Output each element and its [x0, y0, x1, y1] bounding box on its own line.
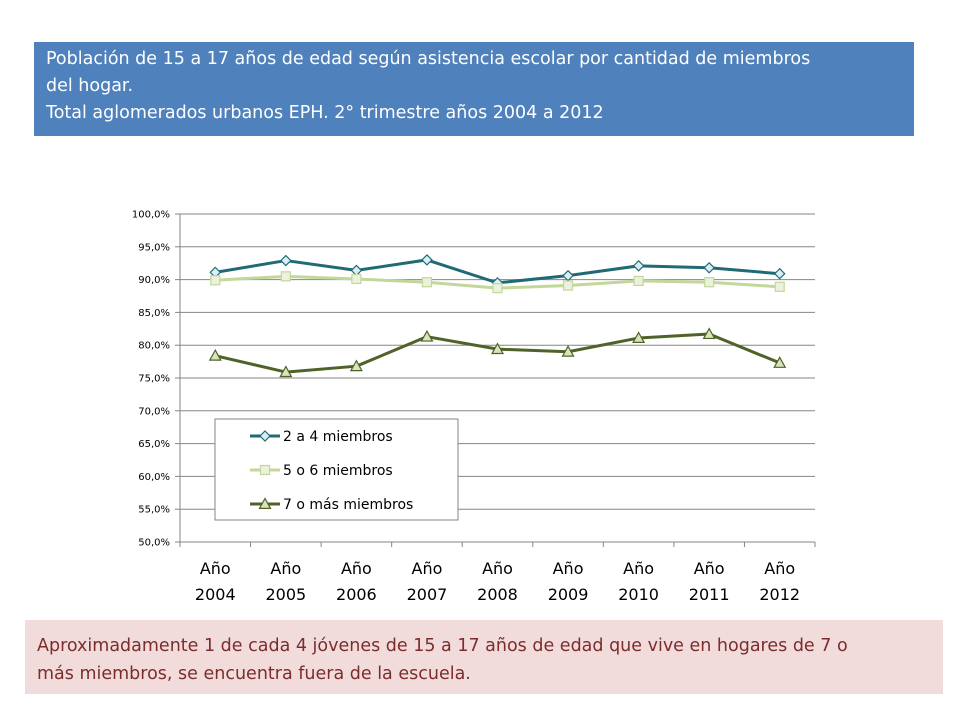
series-3 [208, 327, 787, 378]
x-tick-label-year: 2011 [689, 585, 730, 604]
data-point [702, 327, 716, 340]
y-tick-label: 90,0% [138, 275, 170, 286]
x-tick-label-year: 2004 [195, 585, 236, 604]
x-tick-label: Año [623, 559, 654, 578]
data-point [349, 359, 363, 372]
chart-title-box: Población de 15 a 17 años de edad según … [34, 42, 914, 136]
title-line-2: del hogar. [46, 76, 134, 96]
x-tick-label: Año [694, 559, 725, 578]
data-point [490, 342, 505, 355]
data-point [632, 331, 646, 343]
data-point [703, 261, 716, 274]
data-point [633, 275, 644, 287]
series-lines [208, 254, 787, 378]
y-tick-label: 50,0% [138, 538, 170, 549]
data-point [280, 271, 291, 282]
legend-label: 5 o 6 miembros [283, 463, 393, 479]
y-tick-label: 95,0% [138, 242, 170, 253]
x-tick-label-year: 2005 [265, 585, 306, 604]
legend: 2 a 4 miembros 5 o 6 miembros 7 o más miem… [214, 418, 459, 521]
data-point [773, 356, 787, 368]
title-line-3: Total aglomerados urbanos EPH. 2° trimes… [46, 103, 604, 123]
y-tick-label: 65,0% [138, 439, 170, 450]
data-point [279, 365, 293, 378]
y-tick-label: 80,0% [138, 341, 170, 352]
x-tick-label-year: 2012 [759, 585, 800, 604]
y-tick-label: 70,0% [138, 406, 170, 417]
note-line-2: más miembros, se encuentra fuera de la e… [37, 664, 471, 684]
data-point [420, 329, 434, 342]
data-point [279, 254, 292, 267]
y-tick-label: 55,0% [138, 505, 170, 516]
x-tick-label: Año [482, 559, 513, 578]
legend-label: 7 o más miembros [283, 497, 413, 513]
x-tick-label-year: 2007 [407, 585, 448, 604]
legend-label: 2 a 4 miembros [283, 429, 393, 445]
x-tick-label-year: 2009 [548, 585, 589, 604]
y-tick-label: 75,0% [138, 374, 170, 385]
data-point [562, 280, 574, 291]
x-tick-label-year: 2008 [477, 585, 518, 604]
series-2 [210, 271, 785, 294]
y-tick-label: 85,0% [138, 308, 170, 319]
data-point [351, 273, 362, 285]
axes: 50,0% 55,0% 60,0% 65,0% 70,0% 75,0% 80,0% 85,0%… [132, 210, 816, 604]
data-point [492, 283, 503, 294]
y-tick-label: 60,0% [138, 472, 170, 483]
data-point [632, 259, 645, 272]
x-tick-label: Año [270, 559, 301, 578]
data-point [773, 267, 786, 280]
data-point [421, 277, 433, 288]
legend-marker [259, 464, 271, 476]
data-point [704, 277, 715, 288]
x-tick-label: Año [200, 559, 231, 578]
title-line-1: Población de 15 a 17 años de edad según … [46, 49, 811, 69]
x-tick-label: Año [341, 559, 372, 578]
note-line-1: Aproximadamente 1 de cada 4 jóvenes de 1… [37, 636, 848, 656]
y-tick-label: 100,0% [132, 210, 170, 221]
data-point [210, 275, 221, 286]
x-tick-label-year: 2010 [618, 585, 659, 604]
note-box: Aproximadamente 1 de cada 4 jóvenes de 1… [25, 620, 943, 694]
x-tick-label: Año [412, 559, 443, 578]
x-tick-label: Año [553, 559, 584, 578]
data-point [208, 348, 222, 361]
legend-marker [259, 430, 271, 442]
data-point [774, 281, 785, 292]
x-tick-label: Año [764, 559, 795, 578]
data-point [561, 345, 575, 357]
data-point [421, 254, 433, 266]
x-tick-label-year: 2006 [336, 585, 377, 604]
legend-marker [258, 497, 272, 509]
